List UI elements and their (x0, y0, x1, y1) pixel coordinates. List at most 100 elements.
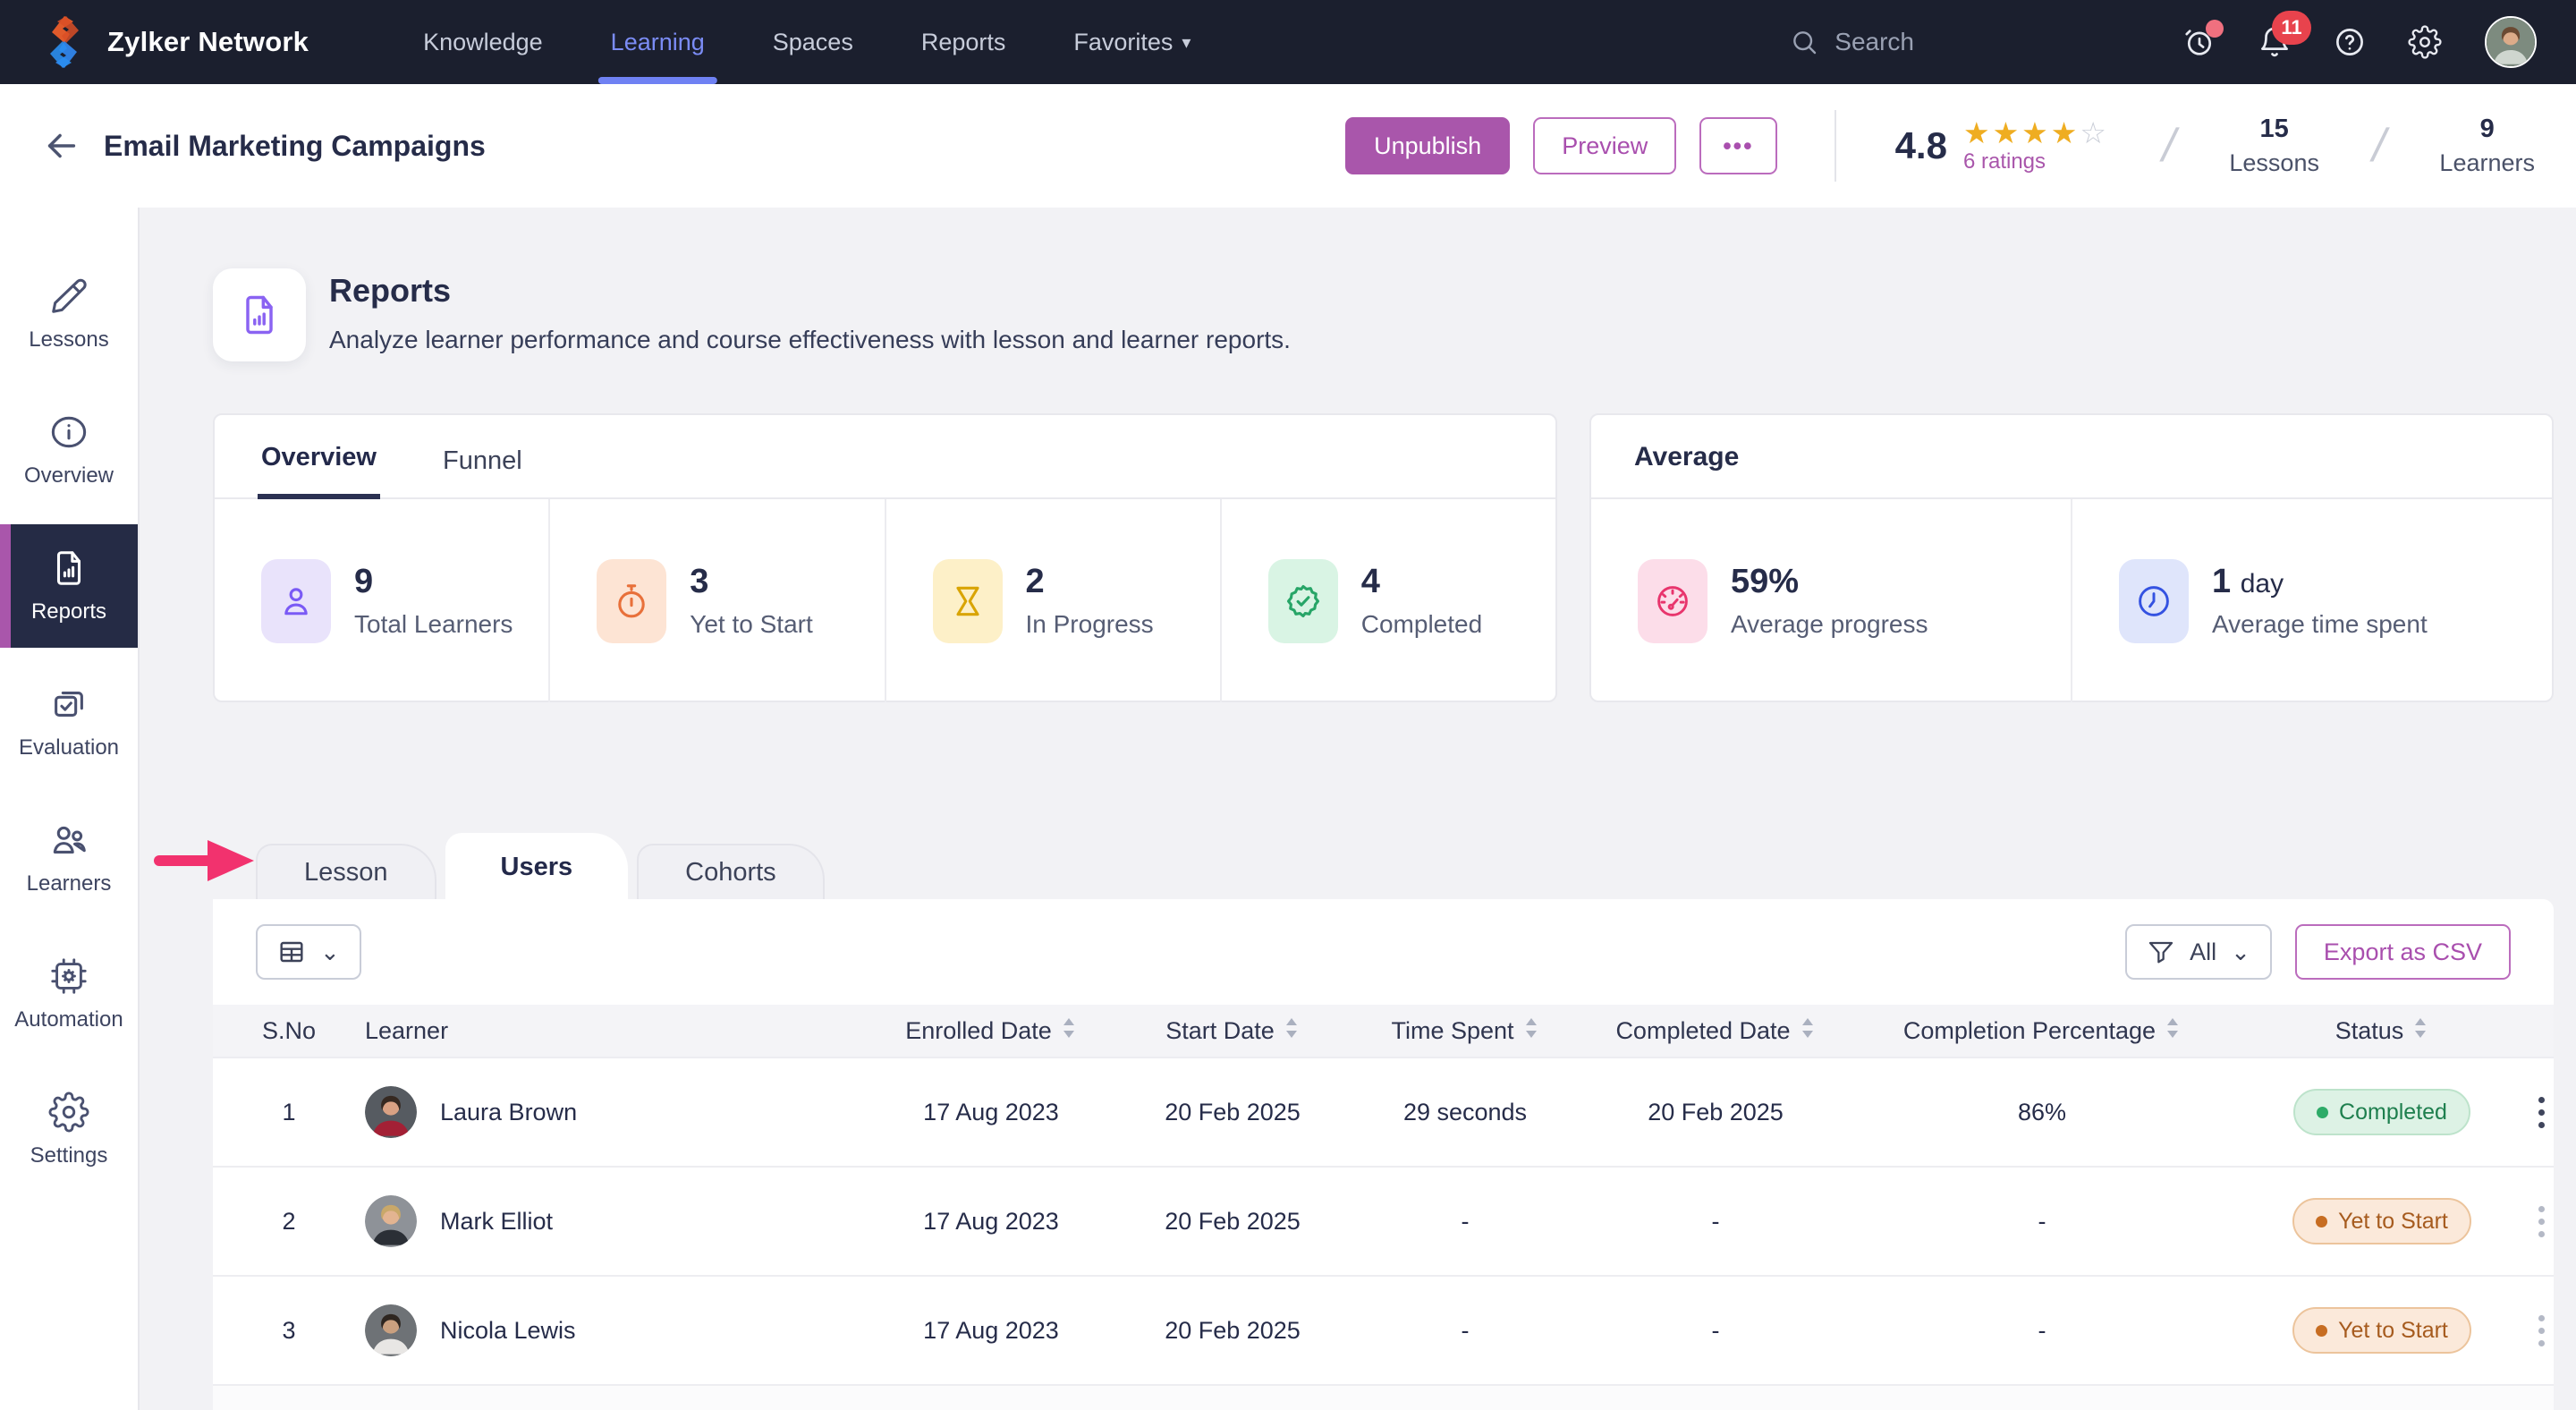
sort-icon (1800, 1016, 1816, 1046)
filter-funnel-icon (2147, 938, 2175, 966)
sidebar-item-learners[interactable]: Learners (0, 796, 138, 920)
sidebar-item-lessons[interactable]: Lessons (0, 252, 138, 376)
status-filter-button[interactable]: All ⌄ (2125, 924, 2272, 980)
search-icon (1790, 28, 1818, 56)
tab-lesson[interactable]: Lesson (256, 844, 436, 899)
column-header-completion-percentage[interactable]: Completion Percentage (1850, 1016, 2234, 1046)
reminders-button[interactable] (2182, 20, 2224, 59)
table-row[interactable]: 3 Nicola Lewis 17 Aug 2023 20 Feb 2025 -… (213, 1275, 2554, 1384)
learner-cell: Laura Brown (365, 1086, 866, 1138)
report-tabs: Lesson Users Cohorts (154, 833, 2554, 899)
stat-yet-to-start: 3 Yet to Start (548, 499, 884, 702)
more-options-button[interactable]: ••• (1699, 117, 1777, 174)
divider-slash: / (2157, 120, 2182, 172)
learner-name: Mark Elliot (440, 1207, 554, 1235)
preview-button[interactable]: Preview (1533, 117, 1677, 174)
completed-date: - (1711, 1316, 1720, 1344)
filter-value: All (2190, 938, 2217, 965)
star-filled-icon: ★ (2050, 115, 2080, 149)
course-header: Email Marketing Campaigns Unpublish Prev… (0, 84, 2576, 208)
reports-title: Reports (329, 272, 452, 309)
check-badge-icon (1267, 558, 1338, 643)
divider-slash: / (2367, 120, 2392, 172)
time-spent: - (1461, 1207, 1470, 1235)
status-badge: Yet to Start (2292, 1307, 2471, 1354)
learner-avatar (365, 1086, 417, 1138)
status-dot-icon (2317, 1106, 2329, 1118)
help-button[interactable] (2333, 25, 2367, 59)
sidebar-item-automation[interactable]: Automation (0, 932, 138, 1056)
stat-total-learners: 9 Total Learners (215, 499, 548, 702)
enrolled-date: 17 Aug 2023 (923, 1316, 1059, 1344)
column-header-status[interactable]: Status (2234, 1016, 2529, 1046)
sidebar-item-settings[interactable]: Settings (0, 1068, 138, 1192)
table-row[interactable]: 1 Laura Brown 17 Aug 2023 20 Feb 2025 29… (213, 1057, 2554, 1166)
notifications-button[interactable]: 11 (2258, 11, 2311, 59)
stat-in-progress: 2 In Progress (884, 499, 1220, 702)
overview-stats: 9 Total Learners 3 Yet to Start 2 In Pro… (215, 499, 1555, 702)
gear-icon (2408, 25, 2442, 59)
column-header-enrolled-date[interactable]: Enrolled Date (866, 1016, 1116, 1046)
reports-subtitle: Analyze learner performance and course e… (329, 326, 1291, 353)
unpublish-button[interactable]: Unpublish (1345, 117, 1511, 174)
tab-overview[interactable]: Overview (258, 443, 380, 499)
gauge-icon (1638, 558, 1707, 643)
average-stats: 59% Average progress 1 day Average time … (1591, 499, 2552, 702)
sidebar-item-evaluation[interactable]: Evaluation (0, 660, 138, 784)
star-filled-icon: ★ (2021, 115, 2051, 149)
sidebar-item-reports[interactable]: Reports (0, 524, 138, 648)
user-avatar[interactable] (2485, 16, 2537, 68)
learner-name: Nicola Lewis (440, 1316, 576, 1344)
column-header-time-spent[interactable]: Time Spent (1349, 1016, 1581, 1046)
learner-avatar (365, 1195, 417, 1247)
sort-icon (1061, 1016, 1077, 1046)
row-sno: 1 (282, 1098, 296, 1125)
enrolled-date: 17 Aug 2023 (923, 1207, 1059, 1235)
brand-name: Zylker Network (107, 26, 309, 57)
sort-icon (2412, 1016, 2428, 1046)
lessons-count: 15 Lessons (2229, 115, 2319, 176)
column-header-completed-date[interactable]: Completed Date (1581, 1016, 1850, 1046)
nav-item-spaces[interactable]: Spaces (772, 28, 853, 55)
rating-stars: ★★★★☆ (1963, 118, 2109, 148)
ratings-count-link[interactable]: 6 ratings (1962, 149, 2046, 174)
column-header-start-date[interactable]: Start Date (1116, 1016, 1349, 1046)
table-row[interactable]: 2 Mark Elliot 17 Aug 2023 20 Feb 2025 - … (213, 1166, 2554, 1275)
report-doc-icon (213, 268, 306, 361)
brand[interactable]: Zylker Network (39, 14, 309, 70)
zylker-logo-icon (50, 16, 79, 68)
average-card: Average 59% Average progress 1 day Avera… (1589, 413, 2554, 702)
tab-cohorts[interactable]: Cohorts (637, 844, 825, 899)
column-picker-button[interactable]: ⌄ (256, 924, 361, 980)
learner-cell: Nicola Lewis (365, 1304, 866, 1356)
nav-item-knowledge[interactable]: Knowledge (423, 28, 543, 55)
export-csv-button[interactable]: Export as CSV (2294, 924, 2511, 980)
kebab-menu-icon[interactable] (2529, 1197, 2554, 1246)
chevron-down-icon: ▾ (1182, 32, 1191, 53)
tab-users[interactable]: Users (445, 833, 629, 899)
search-input[interactable]: Search (1790, 28, 1914, 56)
tab-funnel[interactable]: Funnel (442, 446, 522, 475)
sort-icon (1523, 1016, 1539, 1046)
reminder-alert-dot (2206, 20, 2224, 38)
nav-item-reports[interactable]: Reports (920, 28, 1006, 55)
back-button[interactable] (41, 125, 82, 166)
arrow-left-icon (41, 125, 82, 166)
status-cell: Completed (2234, 1089, 2529, 1135)
notification-count-badge: 11 (2272, 11, 2311, 45)
chevron-down-icon: ⌄ (320, 938, 340, 965)
sidebar-item-overview[interactable]: Overview (0, 388, 138, 512)
settings-button[interactable] (2408, 25, 2442, 59)
nav-item-learning[interactable]: Learning (611, 0, 705, 84)
row-actions (2529, 1306, 2554, 1355)
start-date: 20 Feb 2025 (1165, 1316, 1301, 1344)
annotation-arrow-icon (154, 840, 254, 881)
main-content: Reports Analyze learner performance and … (140, 208, 2576, 1410)
star-filled-icon: ★ (1962, 115, 1993, 149)
chip-gear-icon (48, 956, 89, 997)
nav-item-favorites[interactable]: Favorites ▾ (1073, 28, 1191, 55)
completion-percentage: 86% (2017, 1098, 2067, 1125)
kebab-menu-icon[interactable] (2529, 1088, 2554, 1137)
learner-name: Laura Brown (440, 1098, 578, 1125)
kebab-menu-icon[interactable] (2529, 1306, 2554, 1355)
